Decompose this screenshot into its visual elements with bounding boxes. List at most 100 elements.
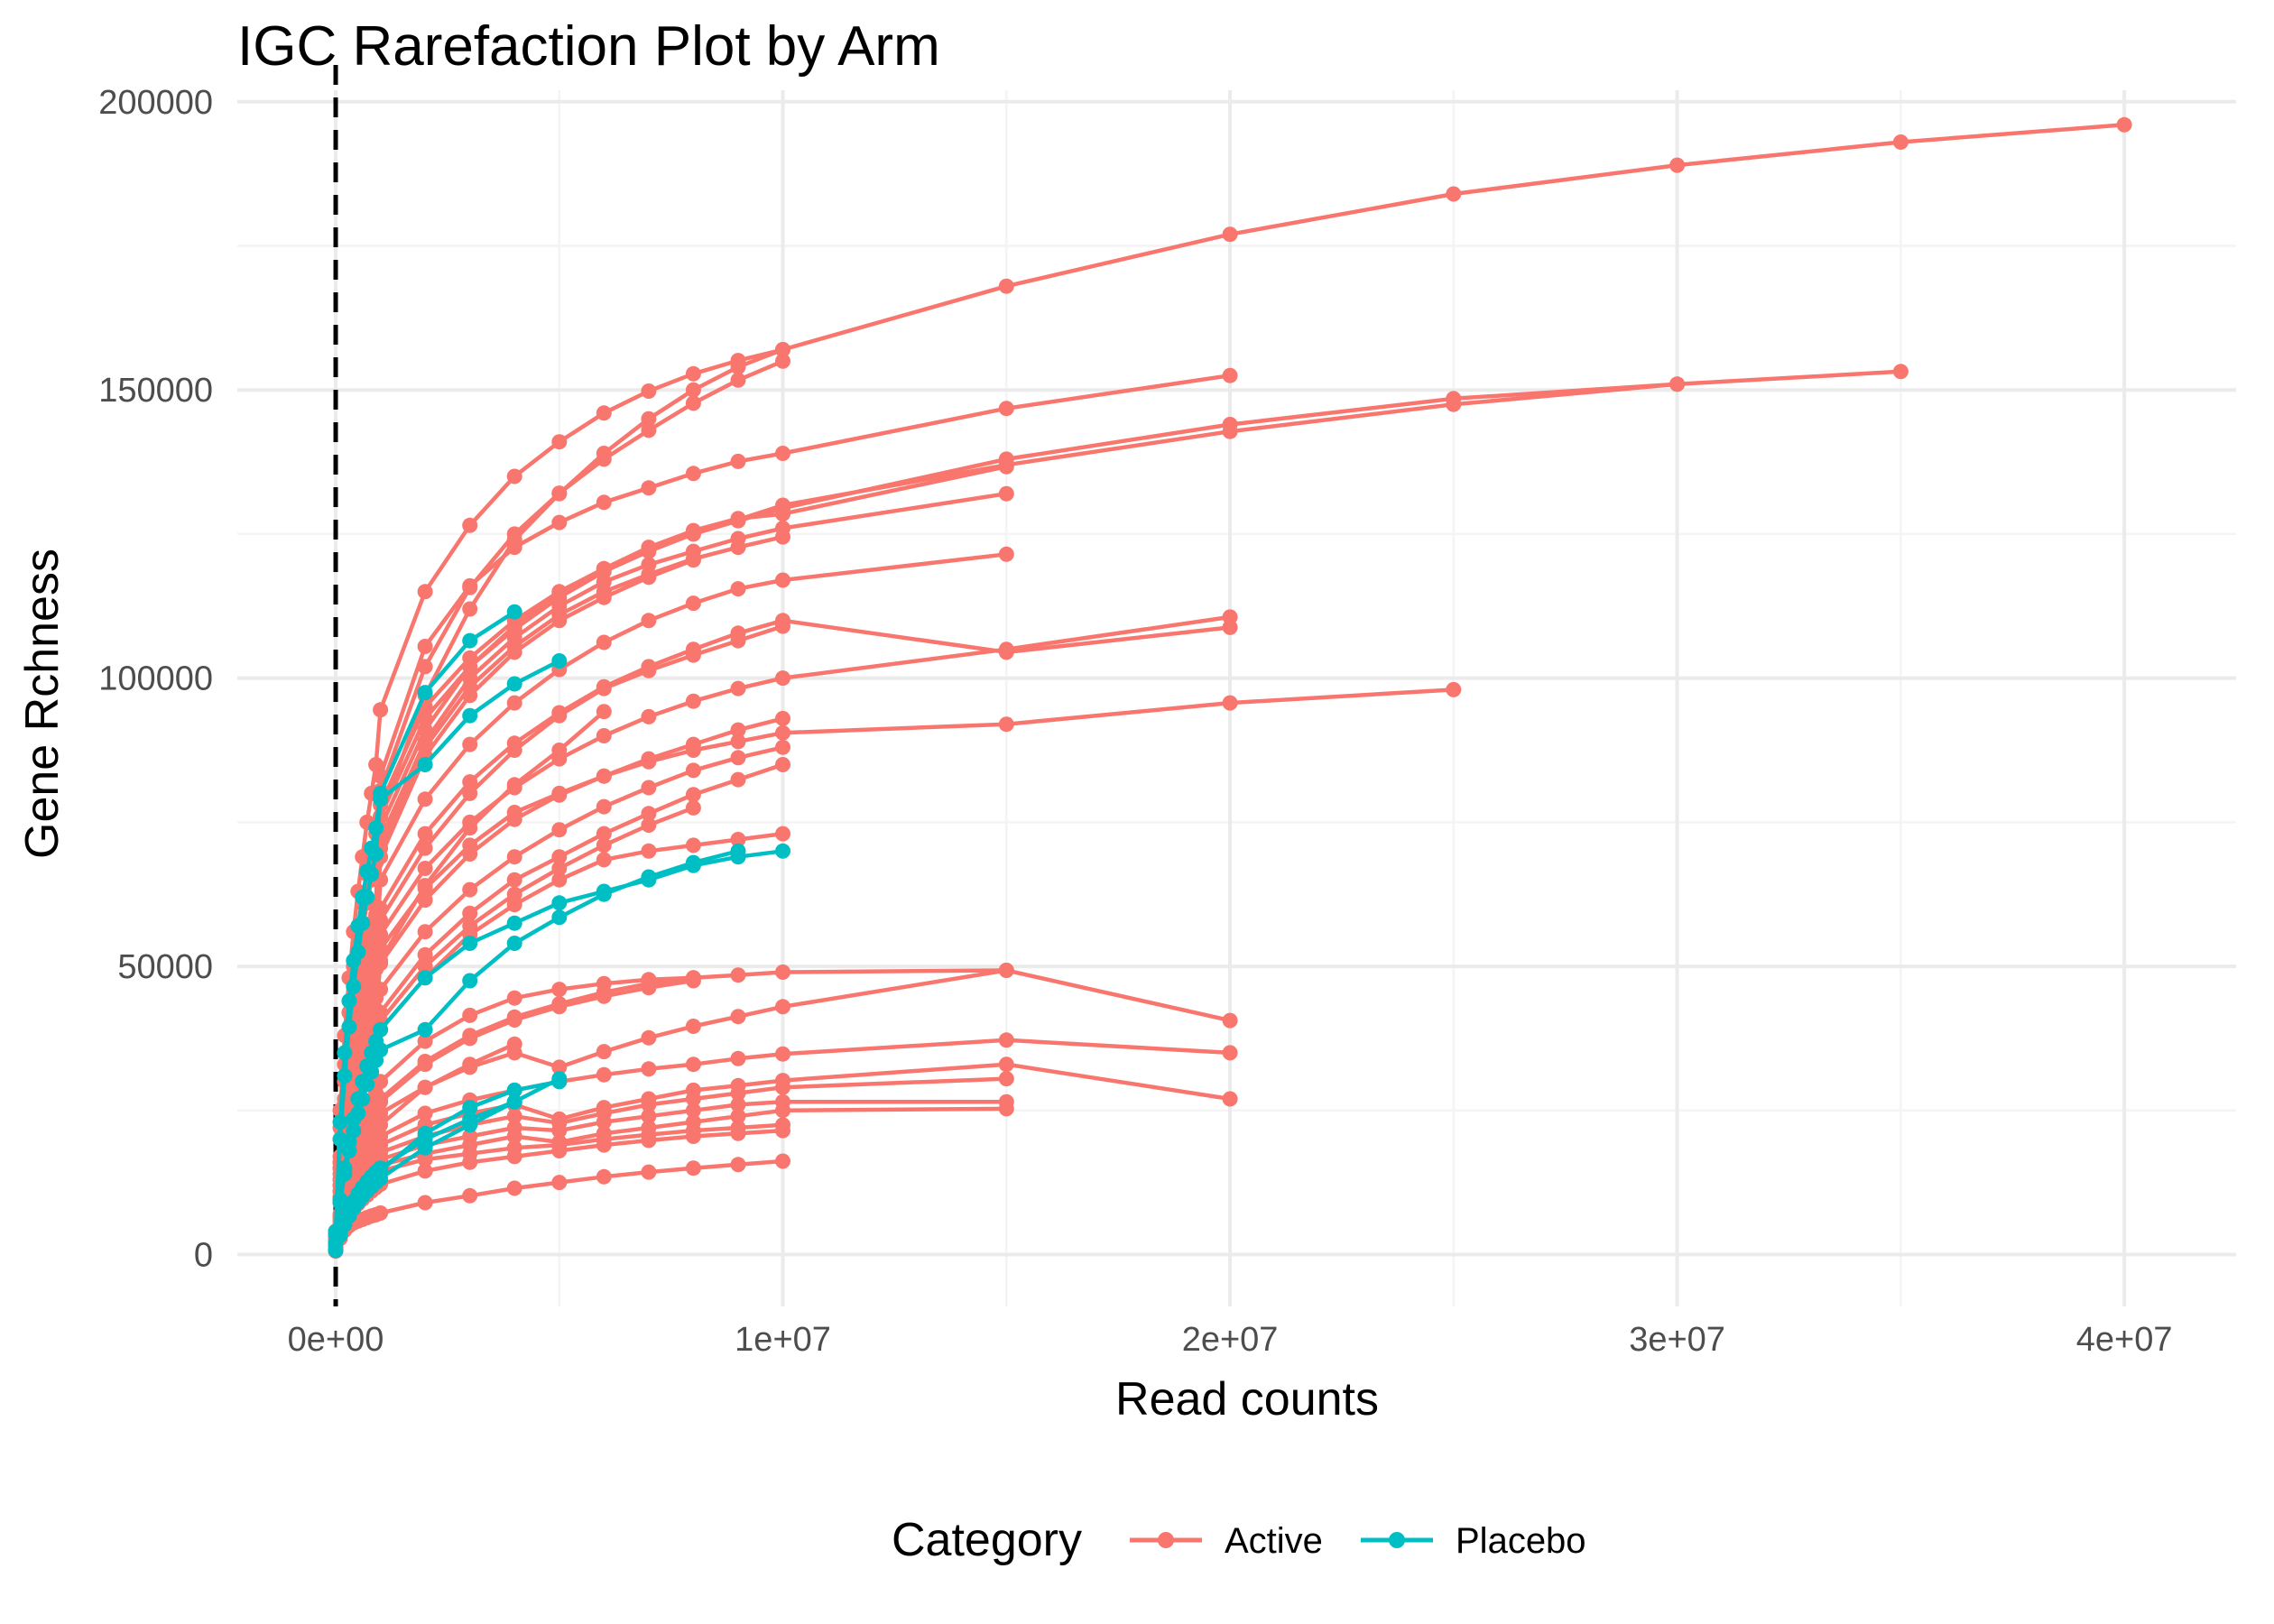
data-point <box>685 1160 701 1176</box>
data-point <box>1222 367 1238 383</box>
x-tick-label: 4e+07 <box>2076 1321 2173 1359</box>
data-point <box>730 771 746 788</box>
data-point <box>998 401 1014 417</box>
series-line <box>333 1076 1007 1250</box>
data-point <box>337 1166 353 1182</box>
data-point <box>462 632 478 649</box>
data-point <box>506 897 522 913</box>
data-point <box>998 1032 1014 1048</box>
data-point <box>998 1071 1014 1087</box>
data-point <box>596 680 612 697</box>
data-point <box>1222 226 1238 243</box>
legend-label-placebo: Placebo <box>1456 1521 1586 1561</box>
data-point <box>417 1079 433 1095</box>
data-point <box>373 1170 389 1186</box>
data-point <box>373 1042 389 1058</box>
data-point <box>373 1105 389 1121</box>
data-point <box>685 837 701 854</box>
data-point <box>551 909 568 926</box>
legend-title: Category <box>892 1514 1082 1566</box>
data-point <box>462 846 478 862</box>
data-point <box>506 1082 522 1098</box>
data-point <box>462 973 478 989</box>
data-point <box>641 1061 657 1077</box>
series-placebo <box>328 1093 522 1259</box>
plot-area <box>237 65 2236 1306</box>
data-point <box>462 1100 478 1116</box>
data-point <box>1669 157 1686 173</box>
data-point <box>641 1096 657 1112</box>
data-point <box>596 1168 612 1185</box>
data-point <box>359 1076 375 1093</box>
data-point <box>775 1122 790 1139</box>
data-point <box>551 653 568 669</box>
data-point <box>551 872 568 888</box>
data-point <box>373 1205 389 1221</box>
x-axis-title: Read counts <box>1115 1373 1379 1426</box>
data-point <box>328 1242 344 1259</box>
data-point <box>551 999 568 1015</box>
data-point <box>730 540 746 556</box>
data-point <box>551 1074 568 1090</box>
minor-gridlines <box>237 90 2236 1306</box>
data-point <box>506 604 522 620</box>
data-point <box>730 1009 746 1025</box>
data-point <box>998 716 1014 733</box>
data-point <box>506 526 522 542</box>
legend-item-placebo: Placebo <box>1361 1521 1586 1561</box>
data-point <box>641 613 657 629</box>
series-line <box>333 369 1901 1238</box>
data-point <box>730 832 746 847</box>
data-point <box>998 1057 1014 1073</box>
data-point <box>417 1163 433 1179</box>
data-point <box>730 734 746 750</box>
data-point <box>506 936 522 951</box>
legend-key-point-active <box>1158 1532 1174 1548</box>
data-point <box>373 1021 389 1038</box>
series-line <box>333 610 516 1232</box>
data-point <box>551 849 568 865</box>
data-point <box>417 584 433 600</box>
data-point <box>730 1096 746 1112</box>
data-point <box>417 1140 433 1156</box>
data-point <box>417 840 433 856</box>
data-point <box>506 1108 522 1124</box>
y-axis-ticks: 0 50000 100000 150000 200000 <box>98 84 213 1275</box>
data-point <box>730 1050 746 1066</box>
data-point <box>341 1019 357 1035</box>
data-point <box>730 511 746 527</box>
data-point <box>462 601 478 617</box>
data-point <box>641 817 657 833</box>
data-point <box>730 1125 746 1141</box>
data-point <box>775 1153 790 1169</box>
data-point <box>641 1132 657 1149</box>
data-point <box>551 982 568 998</box>
data-point <box>417 1195 433 1211</box>
y-tick-label: 150000 <box>98 372 213 410</box>
data-point <box>417 924 433 940</box>
data-point <box>730 1157 746 1173</box>
data-point <box>641 780 657 796</box>
data-point <box>730 453 746 469</box>
data-point <box>462 1007 478 1023</box>
data-point <box>685 382 701 398</box>
data-point <box>685 1019 701 1034</box>
data-point <box>775 826 790 842</box>
data-point <box>596 728 612 743</box>
data-point <box>506 1036 522 1052</box>
data-point <box>417 946 433 963</box>
data-point <box>730 632 746 649</box>
data-point <box>685 854 701 871</box>
series-active <box>328 342 790 1240</box>
data-point <box>685 595 701 612</box>
data-point <box>462 707 478 724</box>
data-point <box>417 1057 433 1073</box>
data-point <box>596 1066 612 1083</box>
x-tick-label: 3e+07 <box>1629 1321 1725 1359</box>
data-point <box>730 680 746 697</box>
data-point <box>775 342 790 357</box>
x-tick-label: 1e+07 <box>735 1321 831 1359</box>
data-point <box>373 1117 389 1133</box>
data-point <box>506 644 522 660</box>
data-point <box>685 693 701 709</box>
